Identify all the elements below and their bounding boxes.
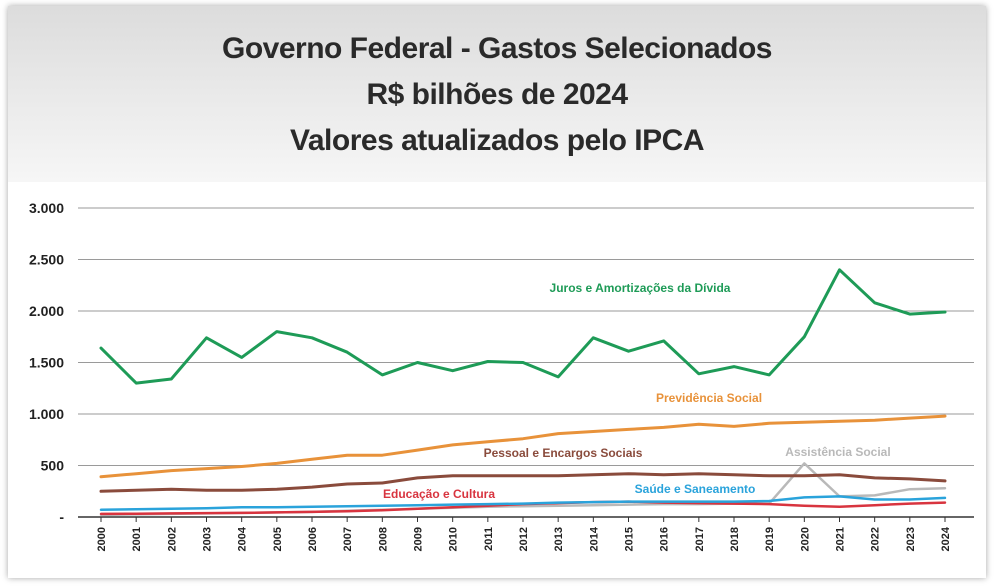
y-tick-label: 500 [41,458,65,474]
x-tick-label: 2002 [166,527,178,551]
x-tick-label: 2013 [553,527,565,551]
x-tick-label: 2015 [624,527,636,551]
x-tick-label: 2008 [377,527,389,551]
series-label-4: Saúde e Saneamento [635,482,756,496]
x-tick-label: 2000 [96,527,108,551]
x-tick-label: 2019 [764,527,776,551]
y-tick-label: 1.000 [29,406,64,422]
chart-title-line-2: R$ bilhões de 2024 [366,78,628,111]
x-tick-label: 2009 [413,527,425,551]
y-tick-label: 1.500 [29,355,64,371]
x-tick-label: 2022 [870,527,882,551]
series-label-5: Educação e Cultura [383,487,495,501]
x-tick-label: 2012 [518,527,530,551]
x-tick-label: 2016 [659,527,671,551]
x-tick-label: 2021 [835,527,847,551]
x-tick-label: 2006 [307,527,319,551]
x-tick-label: 2007 [342,527,354,551]
chart-title-line-3: Valores atualizados pelo IPCA [290,124,704,157]
x-tick-label: 2003 [202,527,214,551]
x-tick-label: 2001 [131,527,143,551]
y-tick-label: 2.500 [29,252,64,268]
x-tick-label: 2024 [940,526,952,551]
x-tick-label: 2020 [799,527,811,551]
x-tick-label: 2014 [588,526,600,551]
series-line-0 [99,268,947,385]
series-line-4 [99,495,947,512]
x-tick-label: 2005 [272,527,284,551]
y-tick-label: 2.000 [29,303,64,319]
chart-title-line-1: Governo Federal - Gastos Selecionados [221,32,773,65]
series-line-2 [99,472,947,493]
x-tick-label: 2010 [448,527,460,551]
line-chart: - 500 1.000 1.500 2.000 2.500 3.000 2000 2001 200… [29,200,974,551]
x-tick-label: 2004 [237,526,249,551]
series-label-0: Juros e Amortizações da Dívida [550,281,731,295]
title-panel: Governo Federal - Gastos Selecionados R$… [8,6,986,182]
series-line-1 [99,414,947,479]
y-tick-label: 3.000 [29,200,64,216]
series-label-3: Assistência Social [785,445,890,459]
y-tick-label: - [59,509,64,525]
series-label-1: Previdência Social [656,391,762,405]
series-label-2: Pessoal e Encargos Sociais [484,446,643,460]
x-tick-label: 2023 [905,527,917,551]
chart-frame: Governo Federal - Gastos Selecionados R$… [8,6,986,578]
x-tick-label: 2011 [483,527,495,551]
x-tick-label: 2018 [729,527,741,551]
x-tick-label: 2017 [694,527,706,551]
